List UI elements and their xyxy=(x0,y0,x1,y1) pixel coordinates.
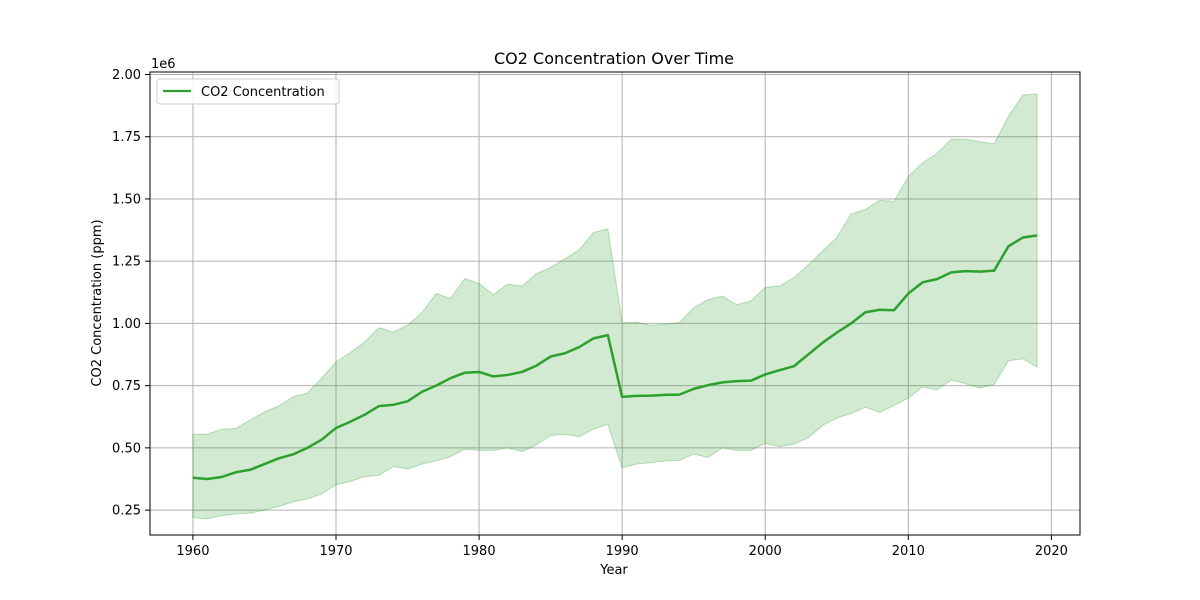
y-axis-offset-label: 1e6 xyxy=(151,57,176,72)
legend: CO2 Concentration xyxy=(156,78,340,105)
legend-label: CO2 Concentration xyxy=(201,85,325,100)
x-tick-label: 2000 xyxy=(749,544,782,559)
y-tick-label: 1.75 xyxy=(112,130,141,145)
uncertainty-band xyxy=(192,93,1038,520)
x-axis-label: Year xyxy=(599,563,628,578)
series-line-co2 xyxy=(192,234,1038,481)
x-tick-label: 2020 xyxy=(1035,544,1068,559)
y-tick-label: 0.25 xyxy=(112,504,141,519)
confidence-band xyxy=(192,93,1038,520)
x-tick-label: 2010 xyxy=(892,544,925,559)
chart-title: CO2 Concentration Over Time xyxy=(494,49,734,68)
y-tick-label: 0.75 xyxy=(112,379,141,394)
y-axis-label: CO2 Concentration (ppm) xyxy=(90,219,105,386)
legend-box xyxy=(156,78,340,105)
series-line-layer xyxy=(192,234,1038,481)
y-tick-label: 0.50 xyxy=(112,441,141,456)
x-tick-label: 1960 xyxy=(176,544,209,559)
x-axis: 1960 1970 1980 1990 2000 2010 2020 xyxy=(176,535,1068,559)
y-axis: 0.25 0.50 0.75 1.00 1.25 1.50 1.75 2.00 xyxy=(112,68,150,519)
plot-frame xyxy=(149,71,1081,536)
y-tick-label: 2.00 xyxy=(112,68,141,83)
x-tick-label: 1980 xyxy=(463,544,496,559)
x-tick-label: 1970 xyxy=(319,544,352,559)
y-tick-label: 1.00 xyxy=(112,317,141,332)
y-tick-label: 1.50 xyxy=(112,192,141,207)
y-tick-label: 1.25 xyxy=(112,255,141,270)
x-tick-label: 1990 xyxy=(606,544,639,559)
